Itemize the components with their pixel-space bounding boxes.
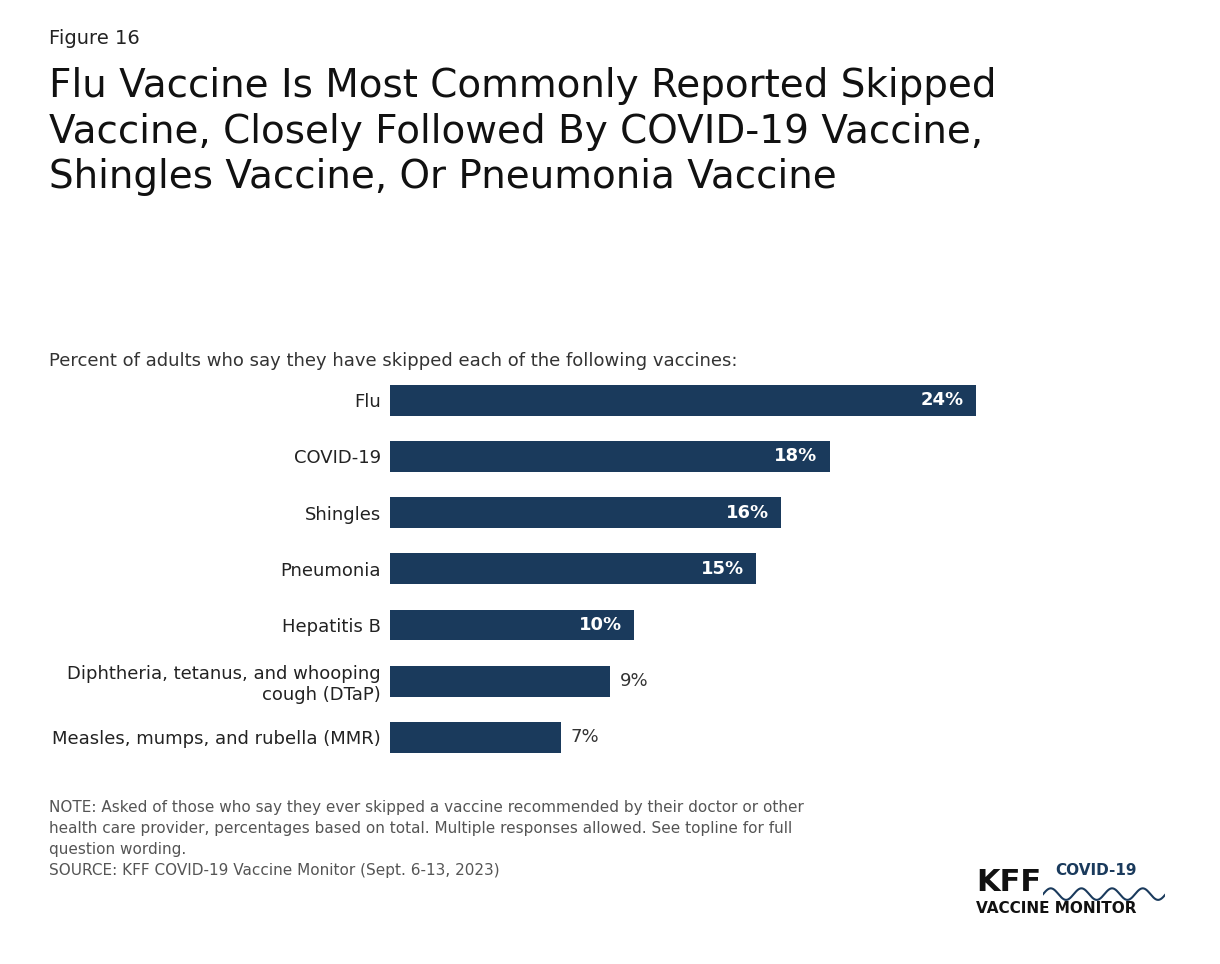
Text: 18%: 18%	[775, 447, 817, 466]
Text: COVID-19: COVID-19	[1055, 863, 1137, 878]
Text: 15%: 15%	[702, 560, 744, 577]
Text: 7%: 7%	[571, 729, 599, 746]
Bar	[390, 609, 634, 640]
Text: NOTE: Asked of those who say they ever skipped a vaccine recommended by their do: NOTE: Asked of those who say they ever s…	[49, 800, 804, 878]
Text: 9%: 9%	[620, 672, 648, 690]
Text: Figure 16: Figure 16	[49, 29, 139, 48]
Bar	[390, 722, 561, 753]
Text: 24%: 24%	[921, 391, 964, 409]
Text: KFF: KFF	[976, 868, 1041, 897]
Bar	[390, 441, 830, 471]
Text: 16%: 16%	[726, 503, 769, 522]
Text: Flu Vaccine Is Most Commonly Reported Skipped
Vaccine, Closely Followed By COVID: Flu Vaccine Is Most Commonly Reported Sk…	[49, 67, 997, 197]
Bar	[390, 666, 610, 697]
Bar	[390, 553, 756, 584]
Text: VACCINE MONITOR: VACCINE MONITOR	[976, 901, 1137, 917]
Text: Percent of adults who say they have skipped each of the following vaccines:: Percent of adults who say they have skip…	[49, 352, 737, 370]
Bar	[390, 497, 781, 528]
Text: 10%: 10%	[580, 616, 622, 634]
Bar	[390, 385, 976, 415]
